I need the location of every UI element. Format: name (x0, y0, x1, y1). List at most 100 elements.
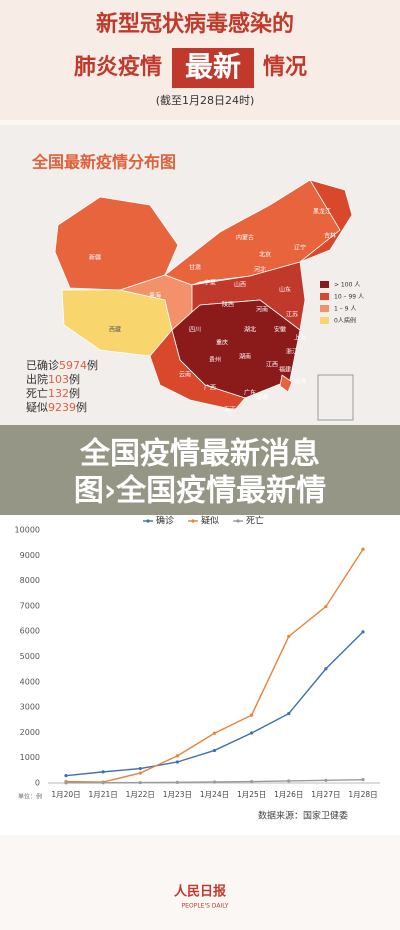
region (149, 329, 246, 411)
point (175, 760, 179, 764)
legend-swatch (320, 305, 329, 312)
x-tick-label: 1月28日 (348, 790, 377, 799)
point (138, 780, 142, 785)
province-label: 西藏 (109, 326, 121, 334)
point (250, 731, 254, 735)
province-label: 福建 (279, 366, 291, 374)
header-line2b: 最新 (185, 50, 241, 83)
point (250, 713, 254, 717)
province-label: 吉林 (324, 232, 336, 240)
province-label: 上海 (294, 334, 306, 342)
y-tick-label: 1000 (20, 753, 40, 762)
province-label: 江西 (266, 362, 278, 369)
legend-label: > 100 人 (334, 282, 360, 289)
province-label: 海南 (224, 406, 236, 414)
logo-sub: PEOPLE'S DAILY (182, 903, 229, 910)
point (212, 748, 217, 753)
point (287, 779, 291, 783)
province-label: 陕西 (222, 301, 234, 309)
header-date: (截至1月28日24时) (156, 93, 255, 107)
legend-label: 1 – 9 人 (334, 306, 356, 313)
province-label: 新疆 (89, 254, 101, 262)
legend-label: 疑似 (201, 516, 219, 527)
province-label: 青海 (149, 292, 161, 300)
stat-value: 103 (48, 373, 69, 386)
point (101, 770, 105, 774)
y-label: 单位：例 (18, 793, 42, 801)
y-tick-label: 5000 (20, 652, 40, 661)
province-label: 安徽 (274, 326, 286, 334)
stat-value: 132 (48, 387, 69, 400)
point (138, 766, 142, 771)
legend-label: 确诊 (156, 515, 174, 527)
x-tick-label: 1月21日 (88, 790, 117, 799)
province-label: 湖北 (244, 326, 256, 334)
legend-label: 死亡 (246, 515, 264, 527)
region (279, 374, 293, 393)
x-tick-label: 1月25日 (237, 790, 266, 799)
stat: 疑似9239例 (26, 400, 87, 414)
province-label: 广东 (244, 389, 256, 397)
banner-line2: 图›全国疫情最新情 (74, 474, 326, 509)
point (212, 780, 217, 784)
province-label: 河北 (254, 266, 266, 274)
legend-label: 0人病例 (334, 317, 356, 325)
stat: 死亡132例 (26, 386, 80, 400)
legend-swatch (320, 317, 329, 324)
header-line2a: 肺炎疫情 (74, 54, 162, 80)
stat-label: 出院 (26, 372, 48, 386)
x-tick-label: 1月22日 (126, 790, 155, 799)
point (138, 771, 142, 775)
point (361, 547, 365, 551)
province-label: 四川 (189, 327, 201, 334)
x-tick-label: 1月23日 (163, 790, 192, 799)
point (287, 711, 291, 716)
x-tick-label: 1月26日 (274, 790, 303, 799)
y-tick-label: 8000 (20, 576, 40, 585)
point (324, 667, 328, 671)
x-tick-label: 1月20日 (51, 790, 80, 799)
stat-unit: 例 (69, 386, 80, 400)
stat: 已确诊5974例 (26, 358, 98, 372)
province-label: 黑龙江 (313, 208, 331, 216)
x-tick-label: 1月27日 (311, 790, 340, 799)
map-title: 全国最新疫情分布图 (31, 153, 176, 172)
point (64, 774, 68, 778)
legend-marker (146, 519, 150, 523)
province-label: 台湾 (294, 378, 306, 386)
stat-label: 疑似 (26, 401, 48, 414)
point (287, 634, 291, 639)
y-tick-label: 3000 (20, 703, 40, 712)
stat-unit: 例 (69, 372, 80, 386)
legend-marker (191, 519, 195, 523)
province-label: 甘肃 (189, 264, 201, 272)
y-tick-label: 4000 (20, 677, 40, 686)
legend-swatch (320, 293, 329, 300)
map-legend: > 100 人 10 – 99 人 1 – 9 人 0人病例 (320, 281, 364, 325)
province-label: 香港 (256, 394, 268, 402)
stat-value: 9239 (48, 401, 76, 414)
header-line1: 新型冠状病毒感染的 (96, 11, 294, 37)
y-tick-label: 0 (35, 779, 40, 788)
stat-label: 已确诊 (26, 358, 59, 372)
map (54, 179, 353, 411)
province-label: 湖南 (239, 353, 251, 361)
province-label: 重庆 (216, 339, 228, 347)
stat-value: 5974 (59, 359, 87, 372)
province-label: 山东 (279, 286, 291, 294)
highlight-box (172, 48, 254, 88)
x-tick-label: 1月24日 (200, 790, 229, 799)
province-label: 广西 (204, 384, 216, 392)
y-tick-label: 6000 (20, 627, 40, 636)
legend-marker (236, 519, 240, 523)
y-tick-label: 10000 (15, 526, 40, 535)
point (324, 604, 328, 609)
point (175, 780, 179, 784)
source-note: 数据来源：国家卫健委 (258, 810, 348, 822)
province-label: 江苏 (286, 311, 298, 319)
point (361, 778, 365, 782)
point (212, 731, 217, 735)
